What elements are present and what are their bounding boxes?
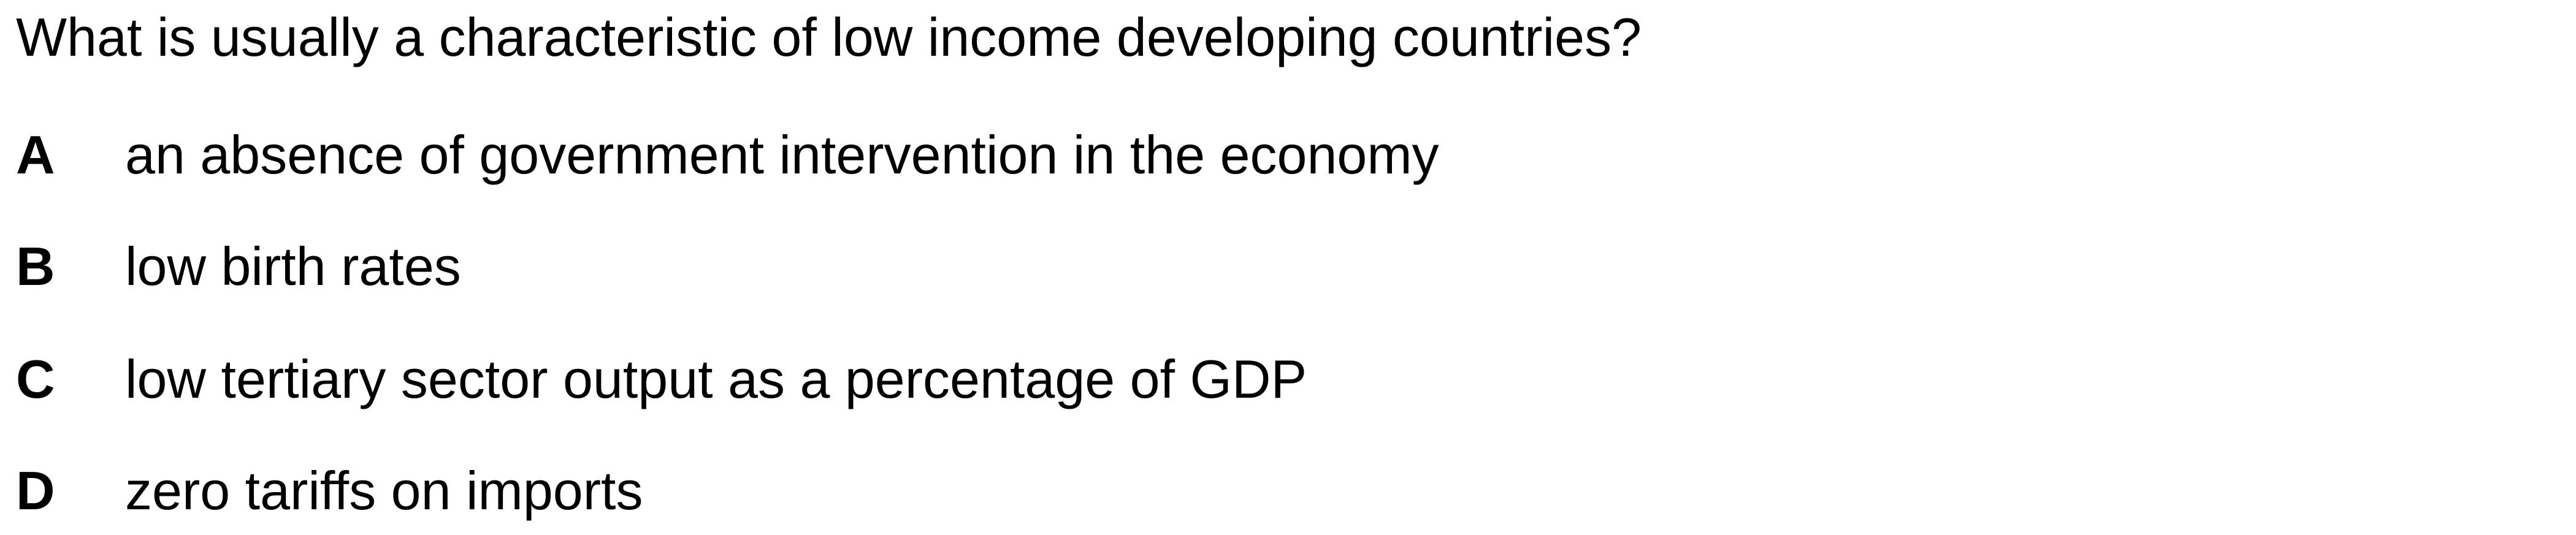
option-d-letter: D (16, 460, 55, 521)
option-a[interactable]: A an absence of government intervention … (16, 123, 1439, 188)
question-text: What is usually a characteristic of low … (16, 7, 1642, 67)
option-a-letter: A (16, 124, 55, 185)
option-b[interactable]: B low birth rates (16, 234, 461, 299)
answer-options: A an absence of government intervention … (16, 0, 2561, 535)
option-c[interactable]: C low tertiary sector output as a percen… (16, 347, 1307, 412)
option-d[interactable]: D zero tariffs on imports (16, 458, 643, 523)
option-b-text: low birth rates (125, 236, 461, 297)
option-c-text: low tertiary sector output as a percenta… (125, 349, 1307, 409)
option-b-letter: B (16, 236, 55, 297)
option-d-text: zero tariffs on imports (125, 460, 643, 521)
option-a-text: an absence of government intervention in… (125, 124, 1439, 185)
option-c-letter: C (16, 349, 55, 409)
